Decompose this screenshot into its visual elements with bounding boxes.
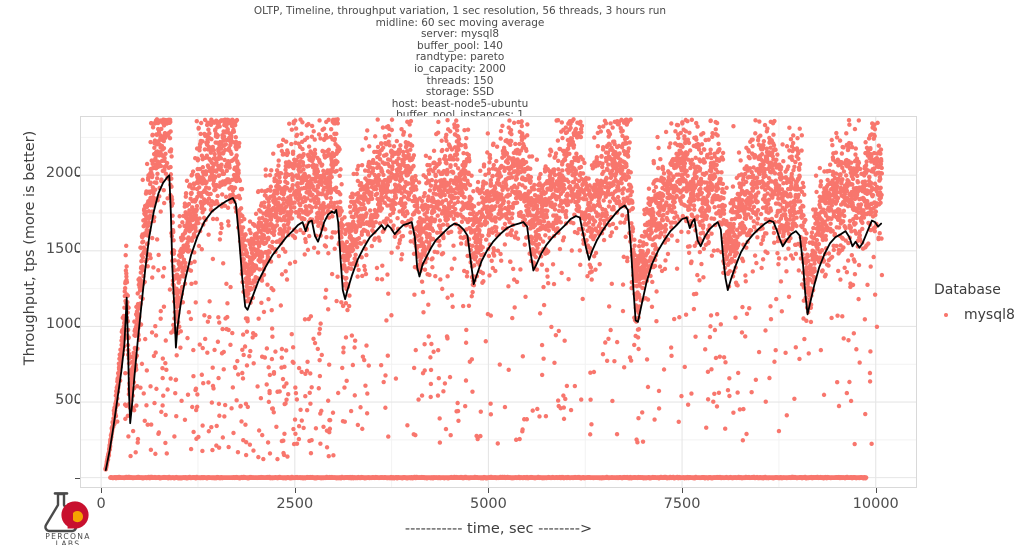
x-tick-mark-7500 <box>682 488 684 493</box>
legend-key-dot-icon <box>938 307 954 323</box>
legend: Database mysql8 <box>934 282 1024 323</box>
chart-title-line-2: server: mysql8 <box>420 28 500 41</box>
scatter-points-mysql8 <box>103 117 885 472</box>
chart-title-line-5: io_capacity: 2000 <box>414 62 506 75</box>
legend-label: mysql8 <box>964 307 1015 323</box>
legend-entries: mysql8 <box>934 307 1024 323</box>
chart-title-line-9: buffer_pool_instances: 1 <box>0 110 920 122</box>
logo-wordmark-labs: LABS <box>56 539 81 545</box>
chart-title-block: OLTP, Timeline, throughput variation, 1 … <box>0 5 920 122</box>
y-tick-mark-15000 <box>75 250 80 252</box>
chart-title-line-4: randtype: pareto <box>415 51 505 64</box>
y-tick-mark-20000 <box>75 175 80 177</box>
x-tick-mark-0 <box>101 488 103 493</box>
x-tick-label-10000: 10000 <box>852 496 899 512</box>
percona-logo-graphic: PERCONA LABS <box>44 492 91 545</box>
chart-title-line-6: threads: 150 <box>426 74 494 87</box>
percona-p-mark <box>61 501 89 529</box>
x-tick-label-5000: 5000 <box>469 496 507 512</box>
legend-swatch <box>944 313 948 317</box>
x-tick-mark-10000 <box>875 488 877 493</box>
legend-entry-mysql8[interactable]: mysql8 <box>938 307 1024 323</box>
chart-title-line-7: storage: SSD <box>425 86 495 99</box>
midline-moving-average <box>104 174 883 471</box>
chart-title-line-1: midline: 60 sec moving average <box>375 16 545 29</box>
chart-title-line-8: host: beast-node5-ubuntu <box>391 97 529 110</box>
y-tick-mark-5000 <box>75 402 80 404</box>
logo-wordmark-percona: PERCONA <box>45 532 91 541</box>
y-tick-mark-10000 <box>75 326 80 328</box>
x-tick-mark-2500 <box>294 488 296 493</box>
x-tick-label-7500: 7500 <box>663 496 701 512</box>
x-axis-title: ----------- time, sec --------> <box>404 521 593 537</box>
y-tick-mark-0 <box>75 477 80 479</box>
x-tick-label-0: 0 <box>96 496 106 512</box>
plot-canvas <box>81 117 916 487</box>
chart-title-line-3: buffer_pool: 140 <box>417 39 503 52</box>
percona-labs-logo: PERCONA LABS <box>32 489 104 545</box>
zero-throughput-band <box>108 474 869 481</box>
plot-panel <box>80 116 917 488</box>
x-tick-label-2500: 2500 <box>276 496 314 512</box>
legend-title: Database <box>934 282 1001 298</box>
chart-title-line-0: OLTP, Timeline, throughput variation, 1 … <box>253 5 667 17</box>
x-tick-mark-5000 <box>488 488 490 493</box>
